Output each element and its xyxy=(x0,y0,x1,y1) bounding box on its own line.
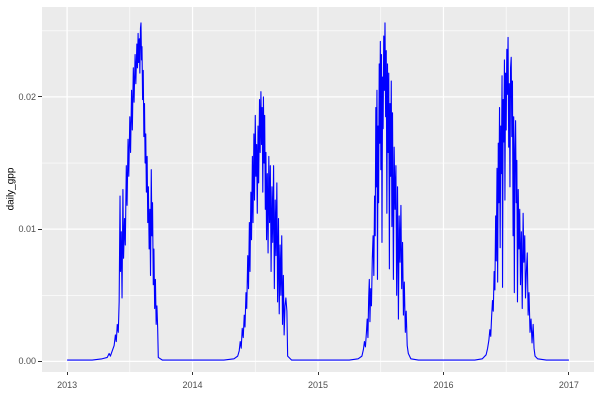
x-axis-tick-label: 2014 xyxy=(182,380,203,390)
y-axis-tick-label: 0.02 xyxy=(18,91,36,102)
y-axis-title: daily_gpp xyxy=(5,167,17,211)
x-axis-tick-label: 2015 xyxy=(307,380,329,390)
plot-panel xyxy=(42,7,594,372)
y-axis-tick-label: 0.00 xyxy=(18,356,36,367)
x-axis-tick-mark xyxy=(66,372,68,375)
gpp-line-series xyxy=(67,22,569,361)
x-axis-tick-mark xyxy=(317,372,319,375)
y-axis-tick-label: 0.01 xyxy=(18,224,36,235)
x-axis-tick-label: 2016 xyxy=(433,380,454,390)
x-axis-tick-label: 2013 xyxy=(57,380,78,390)
x-axis-tick-mark xyxy=(442,372,444,375)
x-axis-tick-mark xyxy=(192,372,194,375)
x-axis-tick-label: 2017 xyxy=(558,380,579,390)
y-axis-tick-mark xyxy=(38,360,42,362)
y-axis-tick-mark xyxy=(38,228,42,230)
x-axis-tick-mark xyxy=(568,372,570,375)
plot-canvas xyxy=(42,7,594,372)
y-axis-tick-mark xyxy=(38,96,42,98)
